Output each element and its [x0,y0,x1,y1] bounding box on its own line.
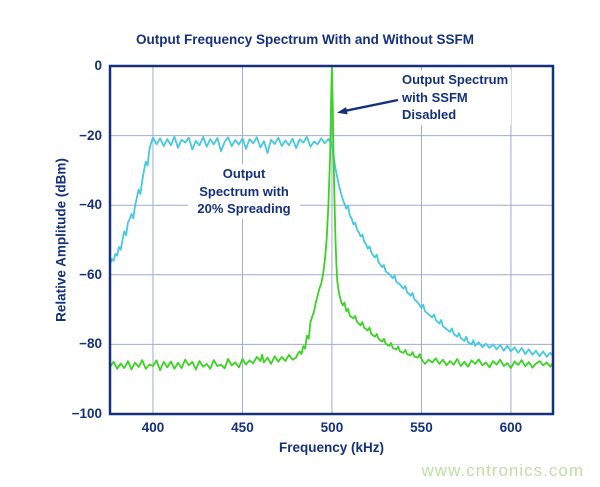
x-tick-label: 450 [231,420,254,435]
trace-spreading [109,135,553,358]
y-tick-label: −20 [79,127,102,143]
annotation-arrow-shaft [345,98,399,112]
y-tick-label: 0 [94,58,102,73]
annotation-arrow-head [337,107,348,115]
trace-ssfm-disabled [109,65,553,372]
y-tick-label: −80 [79,336,102,352]
x-tick-label: 600 [499,420,523,435]
annotation-20pct-spreading: Output Spectrum with 20% Spreading [188,164,300,219]
chart-title: Output Frequency Spectrum With and Witho… [136,32,474,47]
y-tick-label: −100 [71,406,102,421]
x-axis-label: Frequency (kHz) [278,440,385,455]
annotation-line: with SSFM [402,89,468,105]
y-tick-label: −60 [79,266,102,282]
annotation-line: 20% Spreading [197,201,291,216]
y-tick-label: −40 [79,197,102,213]
x-tick-label: 550 [410,420,433,435]
annotation-line: Output [222,166,266,181]
x-tick-label: 500 [320,420,344,435]
annotation-line: Output Spectrum [402,72,509,87]
x-tick-label: 400 [141,420,165,435]
watermark-text: www.cntronics.com [421,461,584,480]
annotation-line: Spectrum with [199,183,289,199]
annotation-line: Disabled [402,107,457,122]
plot-border [108,64,555,416]
annotation-ssfm-disabled: Output Spectrum with SSFM Disabled [399,70,512,125]
